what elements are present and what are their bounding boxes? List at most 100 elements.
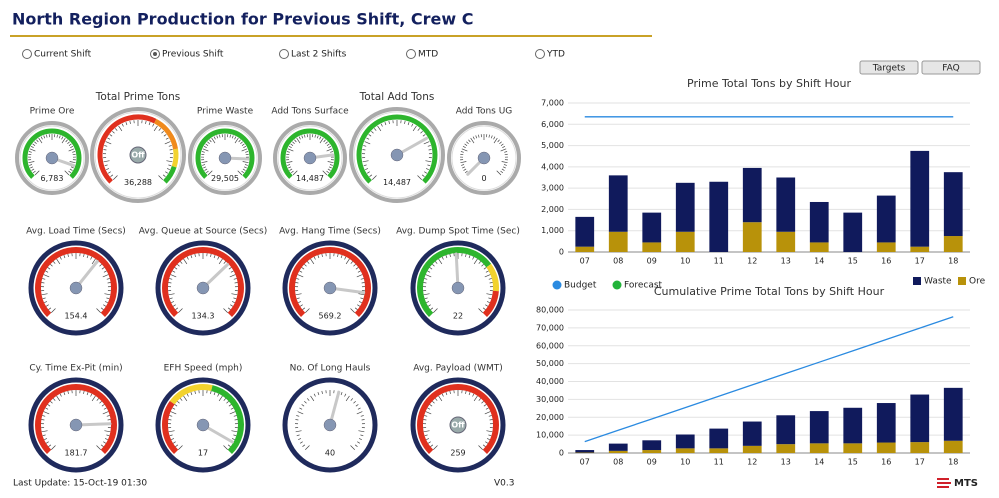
gauge-band <box>195 128 255 179</box>
x-tick-label: 13 <box>781 458 791 467</box>
gauge-tick <box>243 145 247 149</box>
gauge-band <box>154 118 179 150</box>
gauge-tick <box>241 143 245 146</box>
radio-label[interactable]: Previous Shift <box>162 50 224 60</box>
gauge-tick <box>488 134 490 138</box>
target-button[interactable]: Targets <box>859 60 919 75</box>
gauge-tick <box>67 141 70 145</box>
button-label[interactable]: FAQ <box>942 64 959 74</box>
gauge-tick <box>202 148 209 152</box>
gauge-tick <box>204 168 208 171</box>
gauge-tick <box>427 145 431 147</box>
gauge-tick <box>305 445 310 450</box>
gauge-band <box>97 114 157 184</box>
gauge-tick <box>424 415 428 417</box>
gauge-tick <box>180 261 183 264</box>
gauge-tick <box>183 258 188 265</box>
radio-label[interactable]: Last 2 Shifts <box>291 50 347 60</box>
radio-label[interactable]: YTD <box>546 50 565 60</box>
button-label[interactable]: Targets <box>872 64 906 74</box>
gauge-tick <box>68 143 72 146</box>
gauge-tick <box>83 253 85 257</box>
radio-label[interactable]: MTD <box>418 50 438 60</box>
radio-dot[interactable] <box>153 52 157 56</box>
gauge-tick <box>106 415 110 417</box>
gauge-tick <box>432 263 435 267</box>
gauge-tick <box>478 398 481 401</box>
y-tick-label: 2,000 <box>541 205 564 214</box>
gauge-tick <box>233 434 237 437</box>
gauge-tick <box>468 255 471 259</box>
gauge-tick <box>218 258 223 265</box>
gauge-title: Add Tons Surface <box>271 107 349 117</box>
gauge-tick <box>203 145 207 149</box>
button-bg[interactable] <box>921 60 981 75</box>
bar <box>642 450 662 453</box>
gauge-title: Avg. Payload (WMT) <box>413 364 503 374</box>
gauge: 569.2 <box>282 240 378 336</box>
faq-button[interactable]: FAQ <box>921 60 981 75</box>
gauge-tick <box>96 308 101 313</box>
gauge-tick <box>502 145 506 149</box>
gauge-tick <box>50 400 53 404</box>
gauge-tick <box>460 151 464 153</box>
radio-button[interactable] <box>406 49 416 59</box>
gauge-tick <box>91 258 96 265</box>
y-tick-label: 1,000 <box>541 226 564 235</box>
gauge-title: Cy. Time Ex-Pit (min) <box>29 364 122 374</box>
version: V0.3 <box>494 479 514 489</box>
gauge-tick <box>296 297 300 300</box>
button-bg[interactable] <box>859 60 919 75</box>
logo-text: MTS <box>954 478 978 489</box>
gauge-tick <box>465 390 467 394</box>
gauge-tick <box>164 141 171 145</box>
gauge-band <box>486 263 499 292</box>
gauge-tick <box>326 143 330 146</box>
gauge-tick <box>425 168 429 170</box>
legend-label: Ore <box>969 277 986 287</box>
bar <box>709 428 729 449</box>
gauge-tick <box>165 171 169 174</box>
gauge-hub <box>323 418 337 432</box>
bar <box>709 181 729 252</box>
gauge-tick <box>91 395 96 402</box>
y-tick-label: 0 <box>559 248 564 257</box>
gauge-tick <box>319 137 324 144</box>
gauge-value: 22 <box>453 311 463 320</box>
bar <box>642 242 662 252</box>
gauge-hub <box>218 151 232 165</box>
gauge-tick <box>48 444 52 447</box>
gauge-tick <box>118 125 123 132</box>
gauge-tick <box>96 398 99 401</box>
gauge-tick <box>175 444 179 447</box>
radio-button[interactable] <box>279 49 289 59</box>
gauge-tick <box>340 255 343 259</box>
gauge-tick <box>427 441 431 444</box>
gauge-tick <box>107 171 111 174</box>
radio-button[interactable] <box>22 49 32 59</box>
gauge-tick <box>104 145 108 147</box>
gauge-tick <box>374 128 377 131</box>
gauge-tick <box>177 400 180 404</box>
gauge-tick <box>299 441 303 444</box>
gauge-tick <box>435 261 438 264</box>
bar <box>943 387 963 441</box>
gauge-tick <box>438 258 443 265</box>
gauge-tick <box>190 392 193 396</box>
gauge-tick <box>61 136 64 140</box>
gauge-tick <box>426 438 430 440</box>
gauge-tick <box>288 166 292 169</box>
bar <box>742 421 762 446</box>
gauge-tick <box>229 274 236 278</box>
gauge-tick <box>288 145 292 149</box>
radio-label[interactable]: Current Shift <box>34 50 92 60</box>
gauge-tick <box>362 160 369 163</box>
gauge-tick <box>299 304 303 307</box>
gauge-tick <box>106 434 110 437</box>
bar <box>675 434 695 449</box>
gauge-band <box>162 247 244 317</box>
radio-button[interactable] <box>535 49 545 59</box>
gauge-band <box>163 165 177 184</box>
gauge-tick <box>502 166 506 169</box>
gauge-tick <box>377 125 382 132</box>
